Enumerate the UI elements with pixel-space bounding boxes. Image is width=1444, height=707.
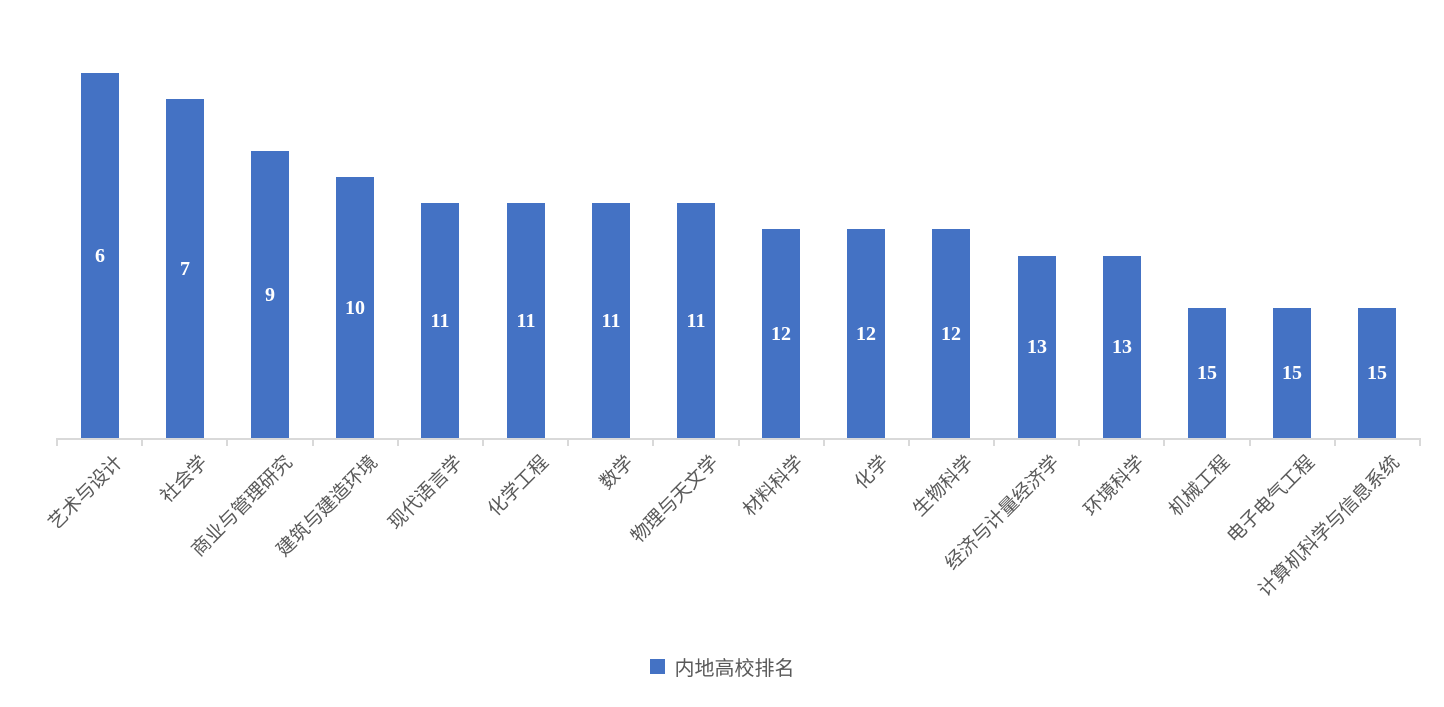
bar: 12 — [847, 229, 885, 438]
legend-label: 内地高校排名 — [674, 657, 795, 680]
bar: 15 — [1273, 308, 1311, 438]
bar: 15 — [1188, 308, 1226, 438]
bar-data-label: 15 — [1367, 362, 1387, 384]
x-axis-tick — [652, 438, 655, 446]
bar-data-label: 6 — [95, 244, 105, 267]
bar-data-label: 12 — [771, 322, 791, 345]
bar: 11 — [677, 203, 715, 438]
x-axis-tick — [993, 438, 996, 446]
x-axis-tick — [1333, 438, 1336, 446]
x-axis-tick — [1419, 438, 1421, 446]
x-axis-tick — [396, 438, 399, 446]
x-axis-tick — [1163, 438, 1166, 446]
bar-data-label: 13 — [1027, 336, 1047, 358]
bar: 13 — [1103, 256, 1141, 438]
x-axis-tick — [56, 438, 58, 446]
x-axis-category-label: 生物科学 — [909, 452, 979, 521]
legend-swatch — [649, 658, 665, 674]
bar-data-label: 11 — [601, 309, 621, 332]
x-axis-category-label: 环境科学 — [1080, 452, 1149, 521]
bar: 11 — [592, 203, 630, 438]
bar: 12 — [762, 229, 800, 438]
bar: 7 — [166, 99, 204, 438]
bar-data-label: 7 — [180, 257, 190, 280]
x-axis-category-label: 社会学 — [156, 452, 212, 508]
x-axis-line — [56, 438, 1421, 440]
x-axis-category-label: 化学工程 — [483, 452, 553, 521]
bar: 6 — [81, 73, 119, 438]
x-axis-category-label: 艺术与设计 — [44, 452, 127, 535]
bar: 11 — [507, 203, 545, 438]
x-axis-category-label: 材料科学 — [739, 452, 808, 521]
bar: 9 — [251, 151, 289, 438]
bar-data-label: 12 — [941, 322, 961, 345]
x-axis-category-label: 物理与天文学 — [627, 452, 723, 548]
x-axis-tick — [1078, 438, 1081, 446]
bar: 12 — [932, 229, 970, 438]
bar-data-label: 15 — [1282, 362, 1302, 384]
x-axis-tick — [1248, 438, 1251, 446]
bar-data-label: 11 — [686, 309, 706, 332]
x-axis-tick — [737, 438, 740, 446]
bar: 10 — [336, 177, 374, 438]
x-axis-category-label: 现代语言学 — [385, 452, 468, 535]
bar-data-label: 10 — [345, 296, 365, 319]
bar-data-label: 12 — [856, 322, 876, 345]
x-axis-category-label: 数学 — [595, 452, 638, 494]
bar-data-label: 11 — [516, 309, 536, 332]
legend: 内地高校排名 — [0, 652, 1444, 680]
bar-data-label: 9 — [265, 283, 275, 306]
x-axis-category-label: 机械工程 — [1165, 452, 1234, 521]
x-axis-category-label: 化学 — [851, 452, 894, 494]
bar: 13 — [1018, 256, 1056, 438]
x-axis-tick — [311, 438, 314, 446]
x-axis-category-label: 计算机科学与信息系统 — [1255, 452, 1405, 602]
x-axis-tick — [907, 438, 910, 446]
bar: 15 — [1358, 308, 1396, 438]
x-axis-tick — [822, 438, 825, 446]
bar-data-label: 15 — [1197, 362, 1217, 384]
bar-data-label: 11 — [430, 309, 450, 332]
x-axis-tick — [141, 438, 144, 446]
bar-data-label: 13 — [1112, 336, 1132, 358]
bar: 11 — [421, 203, 459, 438]
x-axis-tick — [567, 438, 570, 446]
x-axis-tick — [481, 438, 484, 446]
x-axis-tick — [226, 438, 229, 446]
